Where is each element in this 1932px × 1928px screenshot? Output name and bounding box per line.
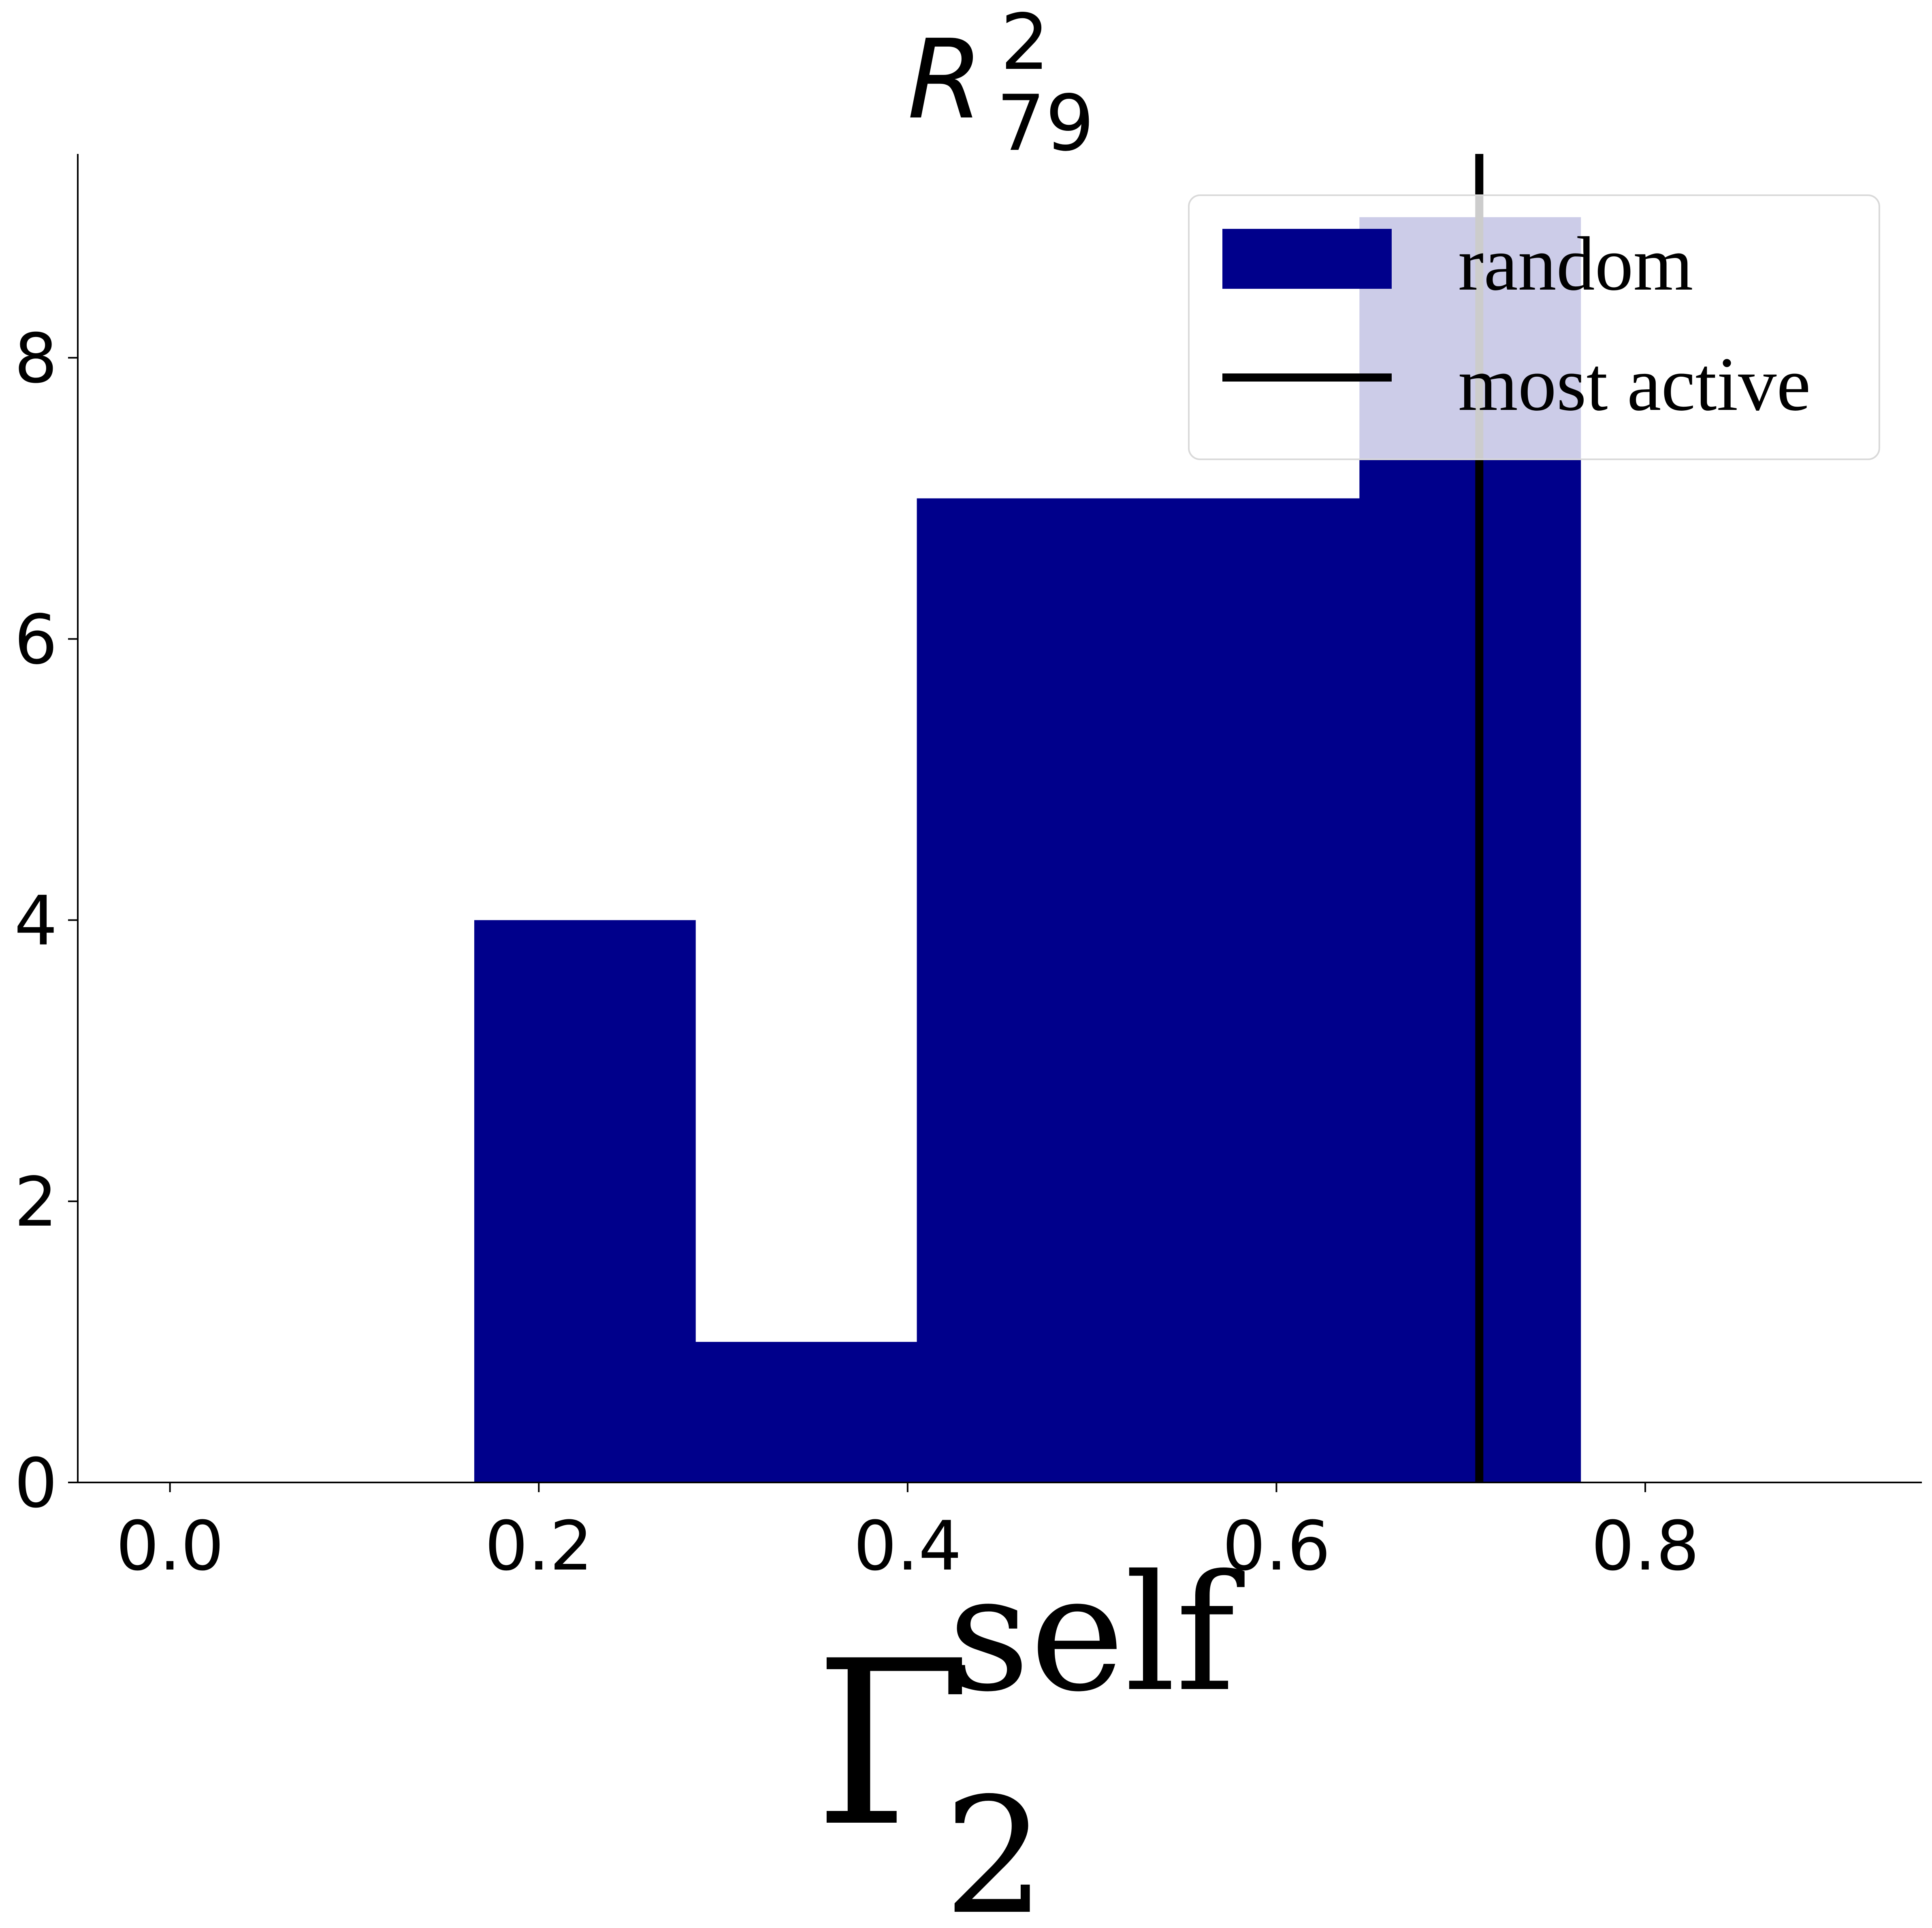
legend: random most active — [1188, 194, 1880, 460]
title-superscript: 2 — [1000, 0, 1049, 87]
legend-random-label: random — [1458, 222, 1693, 307]
x-tick-label: 0.2 — [485, 1506, 593, 1586]
x-tick-label: 0.0 — [116, 1506, 224, 1586]
y-tick-label: 0 — [14, 1444, 58, 1523]
histogram-bar — [1138, 498, 1360, 1482]
chart-title: R 2 79 — [907, 0, 1094, 168]
histogram-bar — [917, 498, 1139, 1482]
legend-most-active-label: most active — [1458, 342, 1811, 427]
x-axis-label: Γ self 2 — [814, 1541, 1246, 1928]
x-axis-ticks: 0.0 0.2 0.4 0.6 0.8 — [116, 1482, 1700, 1586]
histogram-bar — [695, 1341, 917, 1482]
x-tick-label: 0.6 — [1222, 1506, 1331, 1586]
y-tick-label: 6 — [14, 600, 58, 679]
y-tick-label: 2 — [14, 1162, 58, 1242]
y-tick-label: 4 — [14, 881, 58, 961]
histogram-bar — [474, 920, 696, 1482]
xlabel-superscript: self — [948, 1541, 1246, 1727]
x-tick-label: 0.4 — [853, 1506, 962, 1586]
y-tick-label: 8 — [14, 319, 58, 398]
x-tick-label: 0.8 — [1591, 1506, 1699, 1586]
title-subscript: 79 — [996, 79, 1094, 168]
y-axis-ticks: 0 2 4 6 8 — [14, 319, 78, 1523]
xlabel-base: Γ — [814, 1612, 972, 1877]
xlabel-subscript: 2 — [944, 1764, 1045, 1928]
legend-random-swatch — [1222, 229, 1392, 289]
title-base: R — [907, 16, 983, 143]
